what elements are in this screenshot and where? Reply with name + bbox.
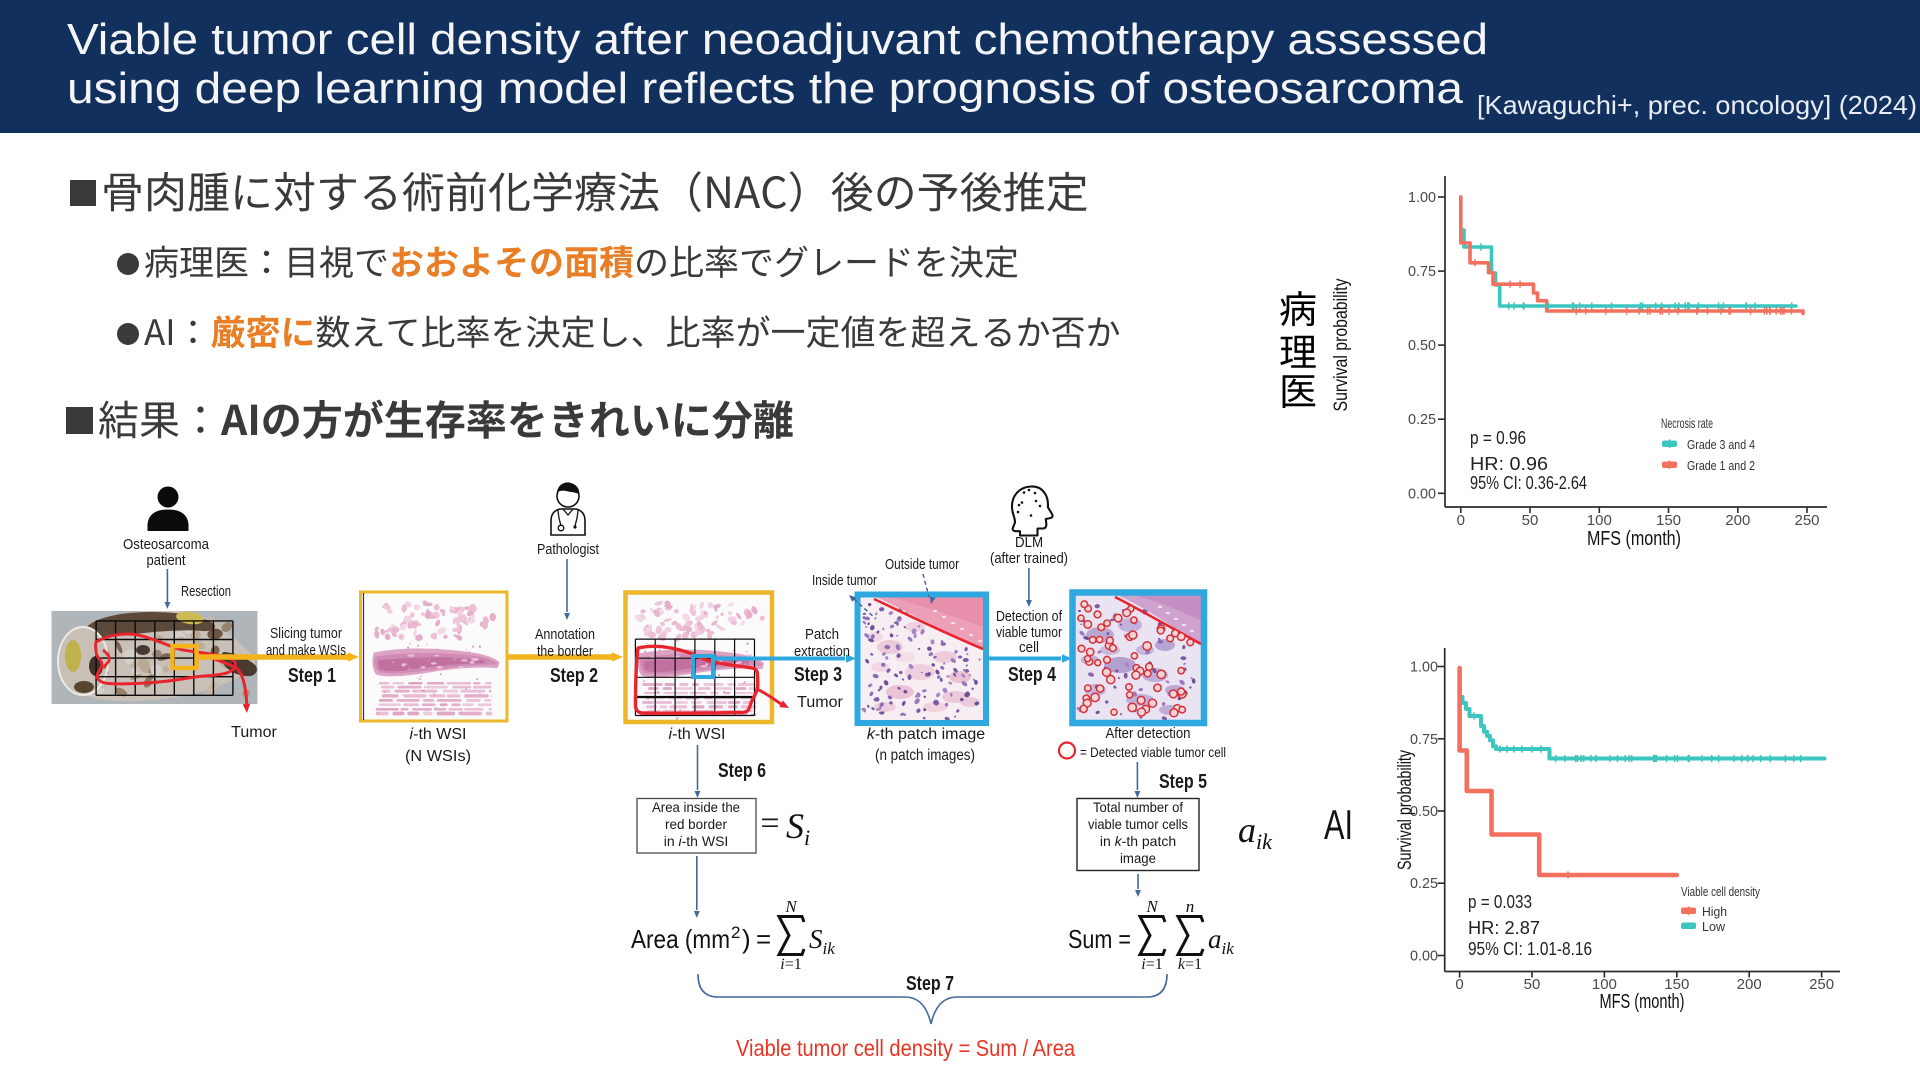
svg-text:p = 0.033: p = 0.033	[1468, 892, 1532, 912]
svg-text:i-th WSI: i-th WSI	[410, 726, 467, 743]
svg-text:95% CI: 1.01-8.16: 95% CI: 1.01-8.16	[1468, 939, 1592, 959]
svg-text:Sik: Sik	[809, 924, 835, 958]
svg-text:Step 5: Step 5	[1159, 771, 1207, 793]
svg-text:Resection: Resection	[181, 583, 231, 600]
svg-text:0.75: 0.75	[1410, 731, 1438, 748]
svg-text:i=1: i=1	[1141, 956, 1162, 973]
svg-text:Survival probability: Survival probability	[1395, 750, 1416, 870]
svg-text:HR: 2.87: HR: 2.87	[1468, 918, 1540, 938]
svg-text:Tumor: Tumor	[231, 724, 277, 741]
svg-text:p = 0.96: p = 0.96	[1470, 428, 1526, 448]
svg-text:i=1: i=1	[780, 956, 801, 973]
svg-text:Area inside the: Area inside the	[652, 799, 740, 815]
svg-text:Viable tumor cell density = Su: Viable tumor cell density = Sum / Area	[736, 1035, 1075, 1061]
svg-text:i-th WSI: i-th WSI	[669, 726, 726, 743]
svg-text:250: 250	[1809, 976, 1834, 993]
svg-text:Total number of: Total number of	[1093, 799, 1183, 815]
svg-text:High: High	[1702, 904, 1727, 919]
svg-text:0.00: 0.00	[1410, 948, 1438, 965]
svg-text:Step 6: Step 6	[718, 760, 766, 782]
svg-text:Necrosis rate: Necrosis rate	[1661, 415, 1713, 431]
svg-text:250: 250	[1794, 512, 1819, 529]
svg-text:DLM: DLM	[1015, 534, 1043, 551]
svg-text:0.75: 0.75	[1408, 263, 1436, 280]
svg-text:Step 1: Step 1	[288, 665, 336, 687]
svg-text:Step 7: Step 7	[906, 973, 954, 995]
svg-text:): )	[742, 924, 751, 954]
svg-text:= Detected viable tumor cell: = Detected viable tumor cell	[1080, 744, 1226, 760]
svg-text:0: 0	[1457, 512, 1465, 529]
svg-text:Annotation: Annotation	[535, 626, 595, 643]
svg-text:100: 100	[1587, 512, 1612, 529]
svg-text:0: 0	[1455, 976, 1463, 993]
svg-text:n: n	[1186, 897, 1195, 916]
svg-text:HR: 0.96: HR: 0.96	[1470, 454, 1548, 474]
svg-text:0.25: 0.25	[1410, 875, 1438, 892]
svg-text:Inside tumor: Inside tumor	[812, 572, 877, 589]
svg-text:AI: AI	[1324, 801, 1353, 848]
svg-text:Tumor: Tumor	[797, 694, 843, 711]
svg-text:150: 150	[1664, 976, 1689, 993]
svg-text:extraction: extraction	[794, 643, 850, 660]
svg-text:2: 2	[731, 923, 740, 942]
svg-text:200: 200	[1737, 976, 1762, 993]
svg-text:Detection of: Detection of	[996, 608, 1063, 625]
svg-text:(after trained): (after trained)	[990, 550, 1068, 567]
svg-text:(N WSIs): (N WSIs)	[405, 748, 471, 765]
svg-text:N: N	[784, 897, 798, 916]
svg-text:in k-th patch: in k-th patch	[1100, 833, 1176, 849]
svg-text:Grade 1 and 2: Grade 1 and 2	[1687, 458, 1755, 473]
svg-text:0.50: 0.50	[1410, 803, 1438, 820]
svg-text:MFS (month): MFS (month)	[1600, 991, 1685, 1013]
svg-text:Slicing tumor: Slicing tumor	[270, 625, 342, 642]
svg-text:Low: Low	[1702, 919, 1726, 934]
svg-text:50: 50	[1522, 512, 1539, 529]
svg-text:MFS (month): MFS (month)	[1587, 528, 1681, 550]
svg-text:cell: cell	[1019, 639, 1039, 656]
svg-text:Sum =: Sum =	[1068, 924, 1131, 954]
svg-text:aik: aik	[1208, 924, 1234, 958]
svg-text:in i-th WSI: in i-th WSI	[664, 833, 729, 849]
svg-text:Viable cell density: Viable cell density	[1681, 884, 1760, 899]
svg-text:[Kawaguchi+, prec. oncology] (: [Kawaguchi+, prec. oncology] (2024)	[1477, 90, 1917, 120]
svg-text:using deep learning model refl: using deep learning model reflects the p…	[67, 64, 1464, 113]
svg-text:Viable tumor cell density afte: Viable tumor cell density after neoadjuv…	[67, 15, 1488, 64]
svg-text:N: N	[1145, 897, 1159, 916]
svg-text:Pathologist: Pathologist	[537, 541, 600, 558]
svg-text:200: 200	[1725, 512, 1750, 529]
svg-text:0.00: 0.00	[1408, 485, 1436, 502]
svg-text:k-th patch image: k-th patch image	[867, 726, 985, 743]
svg-text:=: =	[760, 805, 779, 842]
svg-text:viable tumor: viable tumor	[996, 624, 1062, 641]
svg-text:Si: Si	[786, 806, 810, 850]
svg-text:95% CI: 0.36-2.64: 95% CI: 0.36-2.64	[1470, 473, 1587, 493]
svg-text:Survival probability: Survival probability	[1331, 278, 1352, 411]
svg-text:Osteosarcoma: Osteosarcoma	[123, 536, 210, 553]
svg-text:Step 2: Step 2	[550, 665, 598, 687]
svg-text:red border: red border	[665, 816, 727, 832]
svg-text:50: 50	[1524, 976, 1541, 993]
svg-text:the border: the border	[537, 643, 593, 660]
svg-text:1.00: 1.00	[1410, 659, 1438, 676]
svg-text:k=1: k=1	[1178, 956, 1202, 973]
svg-text:viable tumor cells: viable tumor cells	[1088, 816, 1188, 832]
svg-text:After detection: After detection	[1106, 725, 1191, 742]
svg-text:image: image	[1120, 850, 1156, 866]
svg-text:100: 100	[1592, 976, 1617, 993]
svg-text:aik: aik	[1238, 810, 1273, 854]
svg-text:150: 150	[1656, 512, 1681, 529]
svg-text:Area (mm: Area (mm	[631, 924, 730, 954]
svg-text:Step 4: Step 4	[1008, 664, 1057, 686]
svg-text:0.25: 0.25	[1408, 411, 1436, 428]
svg-text:0.50: 0.50	[1408, 337, 1436, 354]
svg-text:Outside tumor: Outside tumor	[885, 556, 959, 573]
svg-text:patient: patient	[147, 552, 187, 569]
svg-text:(n patch images): (n patch images)	[875, 747, 975, 764]
svg-text:and make WSIs: and make WSIs	[266, 642, 346, 659]
svg-text:=: =	[756, 924, 771, 954]
svg-text:1.00: 1.00	[1408, 189, 1436, 206]
svg-text:Step 3: Step 3	[794, 664, 842, 686]
svg-text:Patch: Patch	[805, 626, 839, 643]
svg-text:Grade 3 and 4: Grade 3 and 4	[1687, 437, 1755, 452]
